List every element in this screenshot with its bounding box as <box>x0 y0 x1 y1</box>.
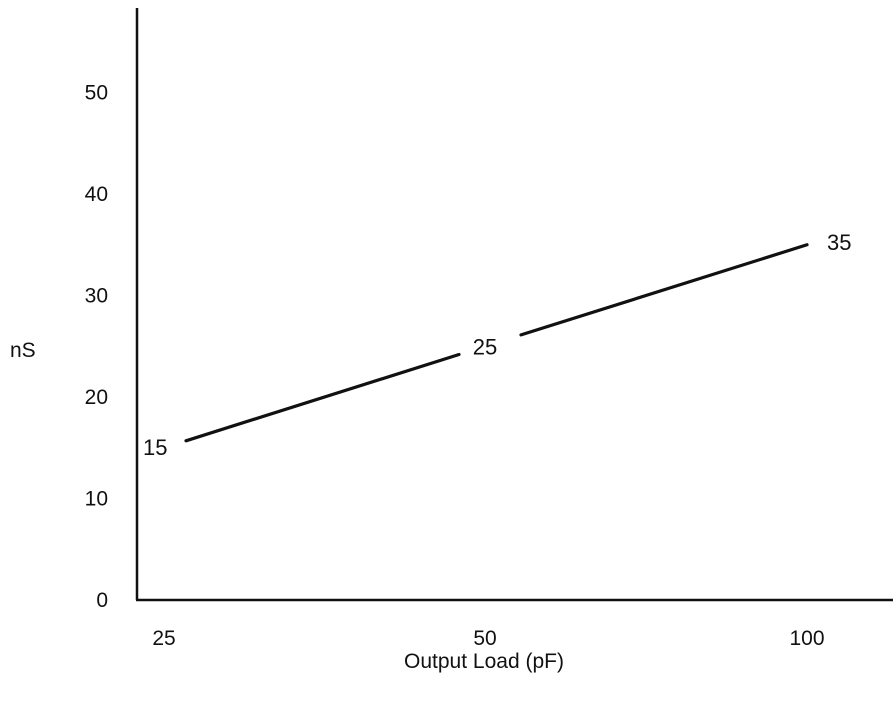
y-tick-label: 10 <box>85 488 108 511</box>
y-tick-label: 0 <box>96 589 108 612</box>
y-tick-label: 40 <box>85 183 108 206</box>
series-layer: 15 25 35 <box>143 230 851 460</box>
x-axis-title: Output Load (pF) <box>404 650 564 673</box>
series-line-segment <box>184 352 461 443</box>
y-tick-label: 50 <box>85 82 108 105</box>
x-tick-label: 25 <box>152 627 175 650</box>
x-tick-label: 50 <box>473 627 496 650</box>
series-line-segment <box>519 243 809 337</box>
y-axis-title: nS <box>10 339 36 362</box>
data-label: 15 <box>143 435 167 460</box>
y-tick-label: 20 <box>85 386 108 409</box>
data-label: 35 <box>827 230 851 255</box>
x-tick-label: 100 <box>789 627 824 650</box>
y-tick-labels: 0 10 20 30 40 50 <box>85 82 108 613</box>
x-tick-labels: 25 50 100 <box>152 627 824 650</box>
data-label: 25 <box>473 334 497 359</box>
y-tick-label: 30 <box>85 285 108 308</box>
